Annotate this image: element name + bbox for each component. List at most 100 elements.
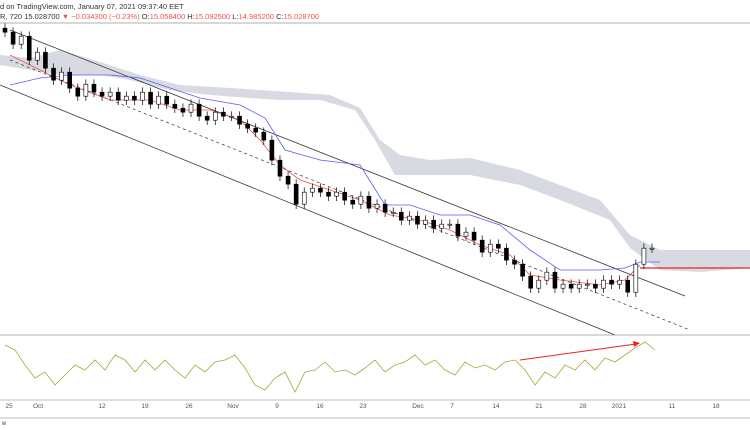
candle <box>350 199 356 205</box>
candle <box>18 35 24 45</box>
candle <box>487 243 493 253</box>
x-tick-label: Dec <box>412 403 424 410</box>
candle <box>75 87 81 97</box>
candle <box>253 127 259 133</box>
x-tick-label: 16 <box>316 403 324 410</box>
candle <box>245 123 250 129</box>
published-caption: d on TradingView.com, January 07, 2021 0… <box>0 2 184 11</box>
channel-upper-line <box>9 29 686 297</box>
candle <box>439 223 445 229</box>
candle <box>172 103 178 109</box>
oscillator-line <box>4 341 656 393</box>
x-tick-label: 25 <box>5 403 13 410</box>
candle <box>633 263 639 293</box>
candle <box>342 191 347 201</box>
candle <box>310 187 315 193</box>
x-tick-label: 19 <box>141 403 149 410</box>
candle <box>584 283 590 286</box>
candle <box>415 215 420 225</box>
x-tick-label: 7 <box>450 403 454 410</box>
candle <box>285 175 291 185</box>
candle <box>188 103 194 113</box>
candle <box>237 115 242 125</box>
candle <box>609 279 614 285</box>
candle <box>382 203 388 213</box>
last-price: 15.028700 <box>24 12 60 21</box>
down-triangle-icon: ▼ <box>61 12 70 21</box>
channel-lower-line <box>0 84 616 336</box>
candle <box>520 263 525 277</box>
ohlc-legend: R, 720 15.028700 ▼ −0.034300 (−0.23%) O:… <box>0 12 319 21</box>
close-value: 15.028700 <box>283 12 320 21</box>
x-tick-label: 11 <box>668 403 676 410</box>
candle <box>447 223 453 226</box>
candle <box>261 131 267 141</box>
candle <box>164 95 170 105</box>
candle <box>124 95 129 101</box>
x-tick-label: 18 <box>712 403 720 410</box>
candle <box>334 191 339 197</box>
candle <box>504 247 509 261</box>
low-label: L: <box>232 12 239 21</box>
candle <box>115 91 121 101</box>
candle <box>326 191 331 197</box>
candle <box>204 115 210 121</box>
channel-mid-line <box>9 59 691 331</box>
candle <box>99 91 105 97</box>
high-value: 15.092500 <box>194 12 231 21</box>
candle <box>229 115 234 118</box>
tenkan-line <box>9 54 641 286</box>
candle <box>43 51 48 69</box>
divergence-arrow <box>519 343 637 361</box>
candle <box>617 279 622 285</box>
candle <box>26 35 32 61</box>
open-value: 15.058400 <box>149 12 186 21</box>
candle <box>293 183 299 205</box>
candle <box>625 279 631 293</box>
close-label: C: <box>276 12 284 21</box>
candle <box>463 231 469 237</box>
x-tick-label: 26 <box>185 403 193 410</box>
candle <box>277 159 283 177</box>
price-change: −0.034300 (−0.23%) <box>71 12 140 21</box>
candle <box>51 67 56 81</box>
candle <box>10 31 16 45</box>
candle <box>221 111 226 117</box>
symbol-interval: R, 720 <box>0 12 23 21</box>
x-tick-label: 28 <box>579 403 587 410</box>
candle <box>301 191 307 205</box>
candle <box>269 139 275 161</box>
high-label: H: <box>187 12 195 21</box>
x-tick-label: Oct <box>32 403 44 410</box>
candle <box>2 27 8 33</box>
x-tick-label: 9 <box>275 403 279 410</box>
candle <box>431 219 436 229</box>
candle <box>576 283 582 289</box>
candle <box>390 211 396 214</box>
candle <box>358 195 364 205</box>
candle <box>318 187 323 193</box>
candle <box>91 83 97 93</box>
candle <box>107 91 113 97</box>
candle <box>560 283 566 289</box>
candle <box>366 195 372 209</box>
candle <box>423 219 428 225</box>
candle <box>528 275 533 289</box>
candle <box>536 279 542 289</box>
candle <box>641 247 647 265</box>
candle <box>374 203 380 209</box>
candle <box>649 247 655 250</box>
candle <box>196 103 202 117</box>
candle <box>156 95 161 105</box>
candle <box>212 111 218 121</box>
candle <box>407 215 412 221</box>
candle <box>544 271 550 281</box>
candle <box>455 223 461 237</box>
candles-group <box>2 23 655 297</box>
x-tick-label: 14 <box>492 403 500 410</box>
x-tick-label: Nov <box>227 403 239 410</box>
candle <box>140 91 145 101</box>
candle <box>512 259 517 265</box>
footer-text: w <box>2 421 7 427</box>
